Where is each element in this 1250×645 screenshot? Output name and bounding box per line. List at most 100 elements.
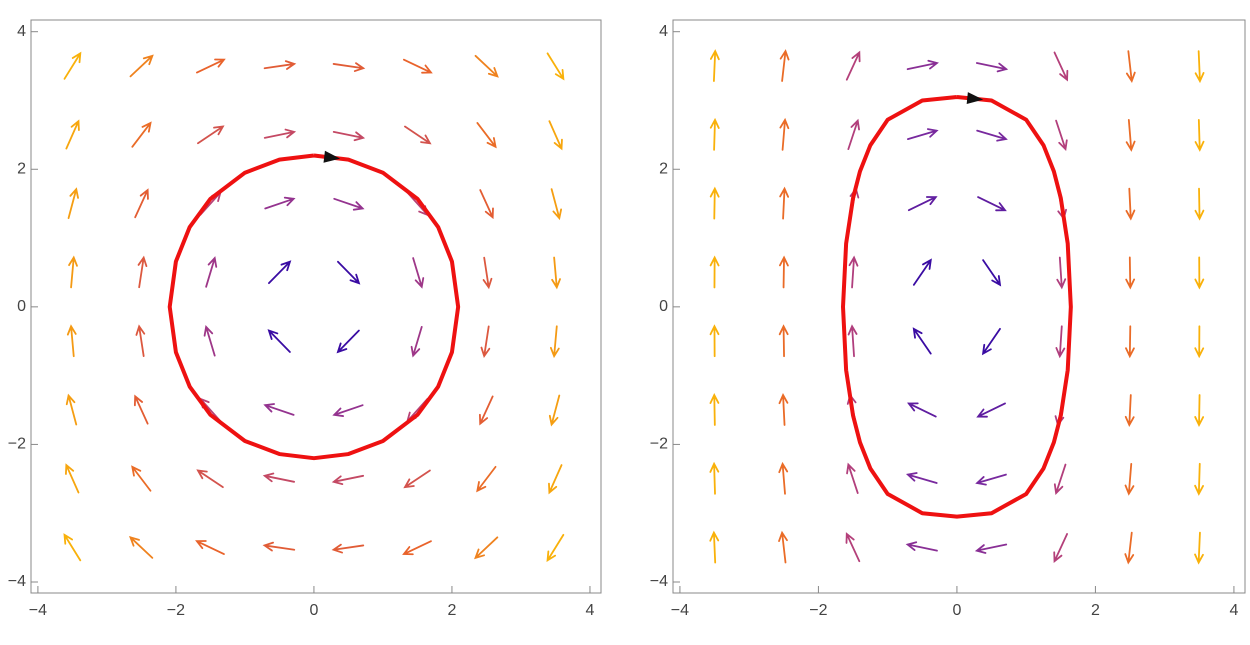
arrow [848, 255, 859, 289]
arrow [548, 120, 563, 151]
arrow [268, 260, 292, 285]
arrow [263, 128, 297, 139]
arrow [410, 325, 423, 358]
arrow [778, 461, 789, 495]
arrow [709, 324, 720, 358]
x-tick-label: −2 [167, 602, 185, 619]
arrow [66, 324, 77, 358]
arrow [332, 62, 366, 72]
arrow [907, 402, 937, 418]
arrow [1124, 531, 1135, 565]
panel: −4 −2 0 2 4 −4 −2 0 2 4 [8, 19, 602, 619]
arrow [404, 125, 432, 145]
arrow [974, 543, 1008, 554]
arrow [65, 119, 80, 150]
arrow [779, 186, 790, 220]
arrow [546, 533, 565, 563]
arrow [67, 187, 79, 220]
arrow [336, 329, 360, 354]
arrow [779, 255, 789, 289]
plot-frame [30, 19, 602, 594]
y-tick-label: 0 [17, 298, 26, 315]
arrow [129, 54, 154, 78]
arrow [65, 393, 78, 426]
arrow [845, 532, 861, 563]
arrow [205, 256, 218, 288]
arrow [403, 469, 431, 489]
arrow [1055, 119, 1068, 152]
arrow [195, 540, 225, 555]
arrow [546, 52, 565, 81]
arrow [1194, 531, 1204, 565]
arrow [264, 196, 296, 210]
arrow [197, 125, 225, 145]
arrow [331, 543, 365, 554]
arrow [779, 49, 790, 82]
y-tick-label: 4 [17, 23, 26, 40]
arrow [847, 118, 860, 151]
arrow [474, 54, 499, 78]
x-tick-label: 2 [447, 602, 456, 619]
arrow [479, 189, 494, 220]
arrow [1194, 462, 1204, 496]
arrow [1125, 50, 1136, 83]
arrow [550, 188, 563, 221]
arrow [134, 188, 149, 219]
y-tick-label: −4 [8, 573, 26, 590]
arrow [1194, 50, 1205, 84]
y-tick-label: −2 [650, 436, 668, 453]
arrow [137, 255, 148, 289]
arrow [548, 464, 563, 495]
arrow [68, 255, 78, 289]
arrow [1125, 119, 1136, 152]
arrow [1053, 533, 1068, 564]
arrow [195, 58, 226, 74]
arrow [912, 327, 932, 355]
arrow [1125, 187, 1136, 221]
arrow [131, 465, 152, 492]
orbit-direction [323, 150, 341, 163]
arrow [63, 51, 82, 80]
y-tick-label: 4 [659, 23, 668, 40]
arrow [262, 541, 296, 552]
arrow [709, 530, 720, 564]
arrow [845, 50, 861, 81]
arrow [1053, 463, 1067, 495]
arrow [1194, 256, 1205, 290]
arrow [1124, 394, 1135, 428]
arrow [709, 461, 720, 495]
x-tick-label: 4 [586, 602, 595, 619]
x-tick-label: 0 [952, 602, 961, 619]
arrow [709, 393, 720, 426]
arrow [196, 469, 224, 489]
arrow [907, 196, 938, 212]
arrow [1056, 256, 1067, 290]
arrow [1125, 325, 1135, 359]
arrow [982, 259, 1002, 287]
y-tick-label: 2 [659, 160, 668, 177]
orbit [167, 153, 461, 461]
arrow [403, 58, 433, 74]
arrow [1194, 187, 1205, 221]
y-tick-label: −4 [650, 573, 668, 590]
arrow [778, 530, 788, 564]
arrow [333, 197, 365, 211]
orbit [841, 95, 1073, 519]
arrow [128, 535, 154, 559]
arrow [474, 536, 499, 560]
arrow [267, 329, 291, 353]
arrow [976, 402, 1006, 418]
arrow [847, 324, 858, 358]
arrow [1055, 325, 1066, 359]
arrow [709, 255, 720, 289]
y-tick-label: 0 [659, 298, 668, 315]
arrow [480, 325, 491, 359]
arrow [263, 403, 295, 416]
arrow [709, 117, 720, 151]
y-tick-label: 2 [17, 160, 26, 177]
panel: −4 −2 0 2 4 −4 −2 0 2 4 [650, 19, 1246, 619]
arrow [133, 394, 149, 425]
arrow [551, 256, 561, 290]
x-tick-label: 0 [309, 602, 318, 619]
